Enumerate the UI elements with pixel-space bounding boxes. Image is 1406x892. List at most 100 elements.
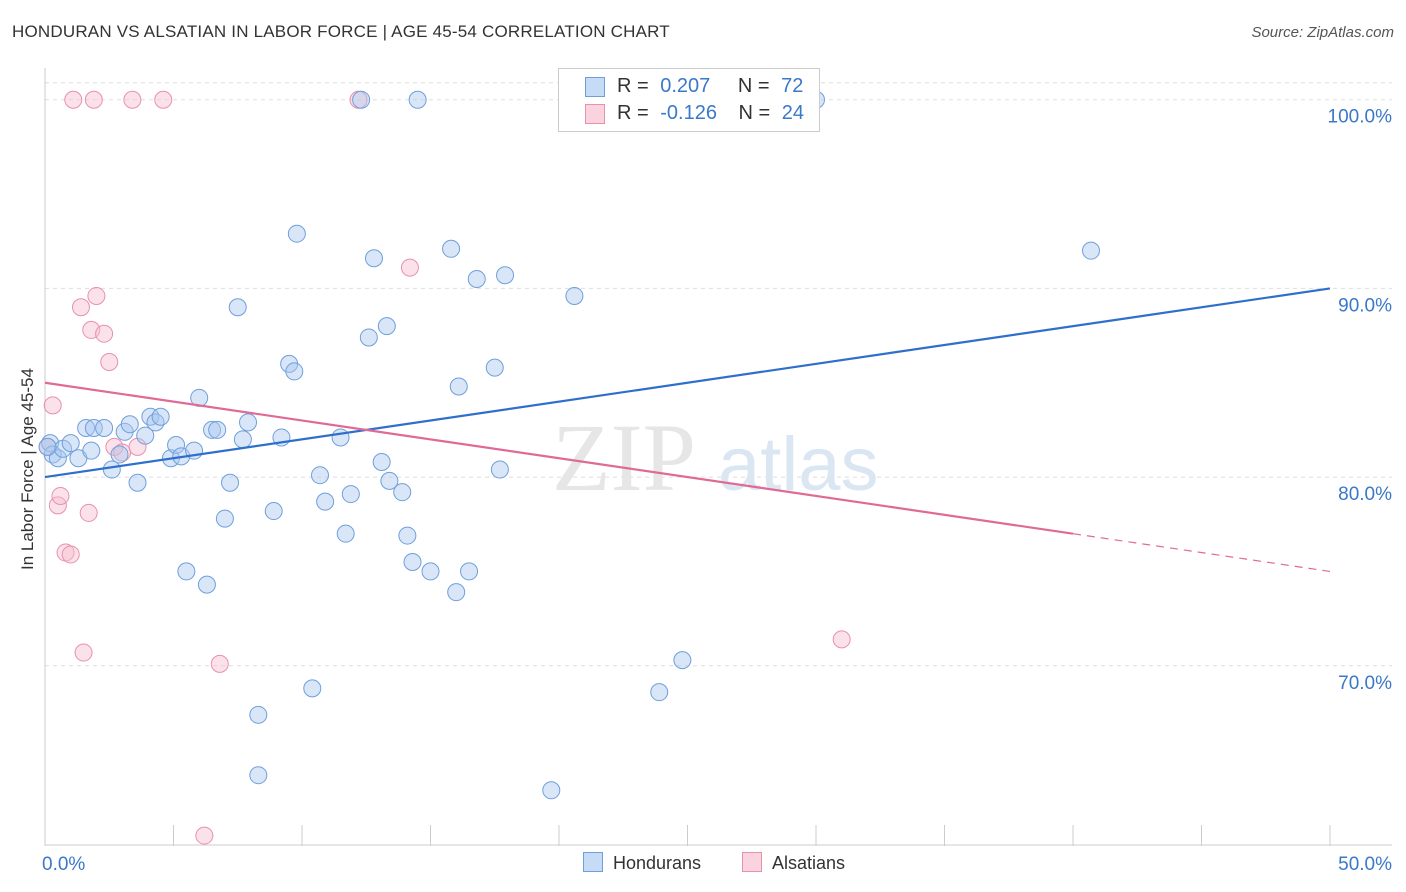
honduran-point	[1081, 241, 1100, 260]
series-alsatians	[38, 90, 851, 845]
y-axis-label-wrap: In Labor Force | Age 45-54	[18, 290, 38, 590]
honduran-point	[221, 473, 240, 492]
y-tick-label: 70.0%	[1338, 673, 1392, 694]
honduran-point	[82, 441, 101, 460]
alsatian-point	[51, 486, 70, 505]
honduran-point	[128, 473, 147, 492]
bottom-swatch-alsatians	[742, 852, 762, 872]
honduran-point	[287, 224, 306, 243]
alsatian-point	[61, 545, 80, 564]
x-tick-label-end: 50.0%	[1338, 854, 1392, 875]
alsatian-point	[71, 298, 90, 317]
trend-line-alsatians	[44, 381, 1074, 535]
honduran-point	[215, 509, 234, 528]
honduran-point	[447, 583, 466, 602]
honduran-point	[442, 239, 461, 258]
honduran-point	[650, 683, 669, 702]
legend-r-label-2: R =	[617, 102, 649, 124]
honduran-point	[285, 362, 304, 381]
honduran-point	[249, 705, 268, 724]
y-tick-label: 80.0%	[1338, 484, 1392, 505]
honduran-point	[197, 575, 216, 594]
y-tick-label: 90.0%	[1338, 295, 1392, 316]
gridlines	[45, 82, 1392, 667]
source-credit: Source: ZipAtlas.com	[1251, 24, 1394, 41]
legend-r-alsatians: -0.126	[660, 102, 717, 124]
legend-n-label-2: N =	[738, 102, 771, 124]
axes	[44, 68, 1392, 846]
honduran-point	[542, 781, 561, 800]
alsatian-point	[84, 90, 103, 109]
honduran-point	[460, 562, 479, 581]
chart-title: HONDURAN VS ALSATIAN IN LABOR FORCE | AG…	[12, 22, 670, 41]
honduran-point	[352, 90, 371, 109]
honduran-point	[421, 562, 440, 581]
honduran-point	[408, 90, 427, 109]
legend-text-alsatians: R = -0.126 N = 24	[617, 102, 804, 125]
trend-line-hondurans	[44, 287, 1331, 479]
honduran-point	[228, 298, 247, 317]
honduran-point	[485, 358, 504, 377]
honduran-point	[84, 419, 103, 438]
bottom-legend-hondurans: Hondurans	[583, 852, 701, 874]
watermark: ZIP atlas	[552, 404, 879, 511]
y-tick-label: 100.0%	[1328, 107, 1393, 128]
alsatian-point	[43, 396, 62, 415]
honduran-point	[398, 526, 417, 545]
series-hondurans	[38, 90, 1100, 800]
honduran-point	[364, 249, 383, 268]
watermark-zip: ZIP	[552, 404, 696, 511]
honduran-point	[359, 328, 378, 347]
bottom-swatch-hondurans	[583, 852, 603, 872]
legend-n-hondurans: 72	[781, 75, 804, 97]
honduran-point	[449, 377, 468, 396]
legend-r-label: R =	[617, 75, 649, 97]
alsatian-point	[87, 286, 106, 305]
honduran-point	[673, 651, 692, 670]
honduran-point	[141, 407, 160, 426]
bottom-label-hondurans: Hondurans	[613, 853, 702, 873]
tick-labels: 70.0% 80.0% 90.0% 100.0% 0.0% 50.0%	[42, 107, 1392, 875]
legend-n-label: N =	[737, 75, 770, 97]
alsatian-point	[100, 352, 119, 371]
honduran-point	[467, 269, 486, 288]
honduran-point	[372, 452, 391, 471]
honduran-point	[48, 449, 67, 468]
alsatian-point	[74, 643, 93, 662]
y-axis-label: In Labor Force | Age 45-54	[18, 368, 37, 570]
legend-swatch-alsatians	[585, 104, 605, 124]
honduran-point	[341, 485, 360, 504]
honduran-point	[77, 419, 96, 438]
alsatian-point	[195, 826, 214, 845]
honduran-point	[203, 420, 222, 439]
honduran-point	[393, 483, 412, 502]
correlation-legend: R = 0.207 N = 72 R = -0.126 N = 24	[558, 68, 820, 132]
honduran-point	[377, 317, 396, 336]
honduran-point	[208, 420, 227, 439]
alsatian-point	[64, 90, 83, 109]
honduran-point	[316, 492, 335, 511]
alsatian-point	[154, 90, 173, 109]
bottom-legend-alsatians: Alsatians	[742, 852, 845, 874]
trend-lines	[44, 287, 1331, 573]
honduran-point	[239, 413, 258, 432]
honduran-point	[120, 415, 139, 434]
honduran-point	[380, 471, 399, 490]
honduran-point	[303, 679, 322, 698]
honduran-point	[151, 407, 170, 426]
honduran-point	[310, 466, 329, 485]
honduran-point	[110, 445, 129, 464]
honduran-point	[136, 426, 155, 445]
alsatian-point	[123, 90, 142, 109]
honduran-point	[38, 437, 57, 456]
honduran-point	[102, 460, 121, 479]
alsatian-point	[95, 324, 114, 343]
honduran-point	[403, 552, 422, 571]
honduran-point	[336, 524, 355, 543]
legend-text-hondurans: R = 0.207 N = 72	[617, 75, 803, 98]
honduran-point	[61, 434, 80, 453]
bottom-label-alsatians: Alsatians	[772, 853, 846, 873]
legend-n-alsatians: 24	[781, 102, 805, 124]
honduran-point	[565, 286, 584, 305]
